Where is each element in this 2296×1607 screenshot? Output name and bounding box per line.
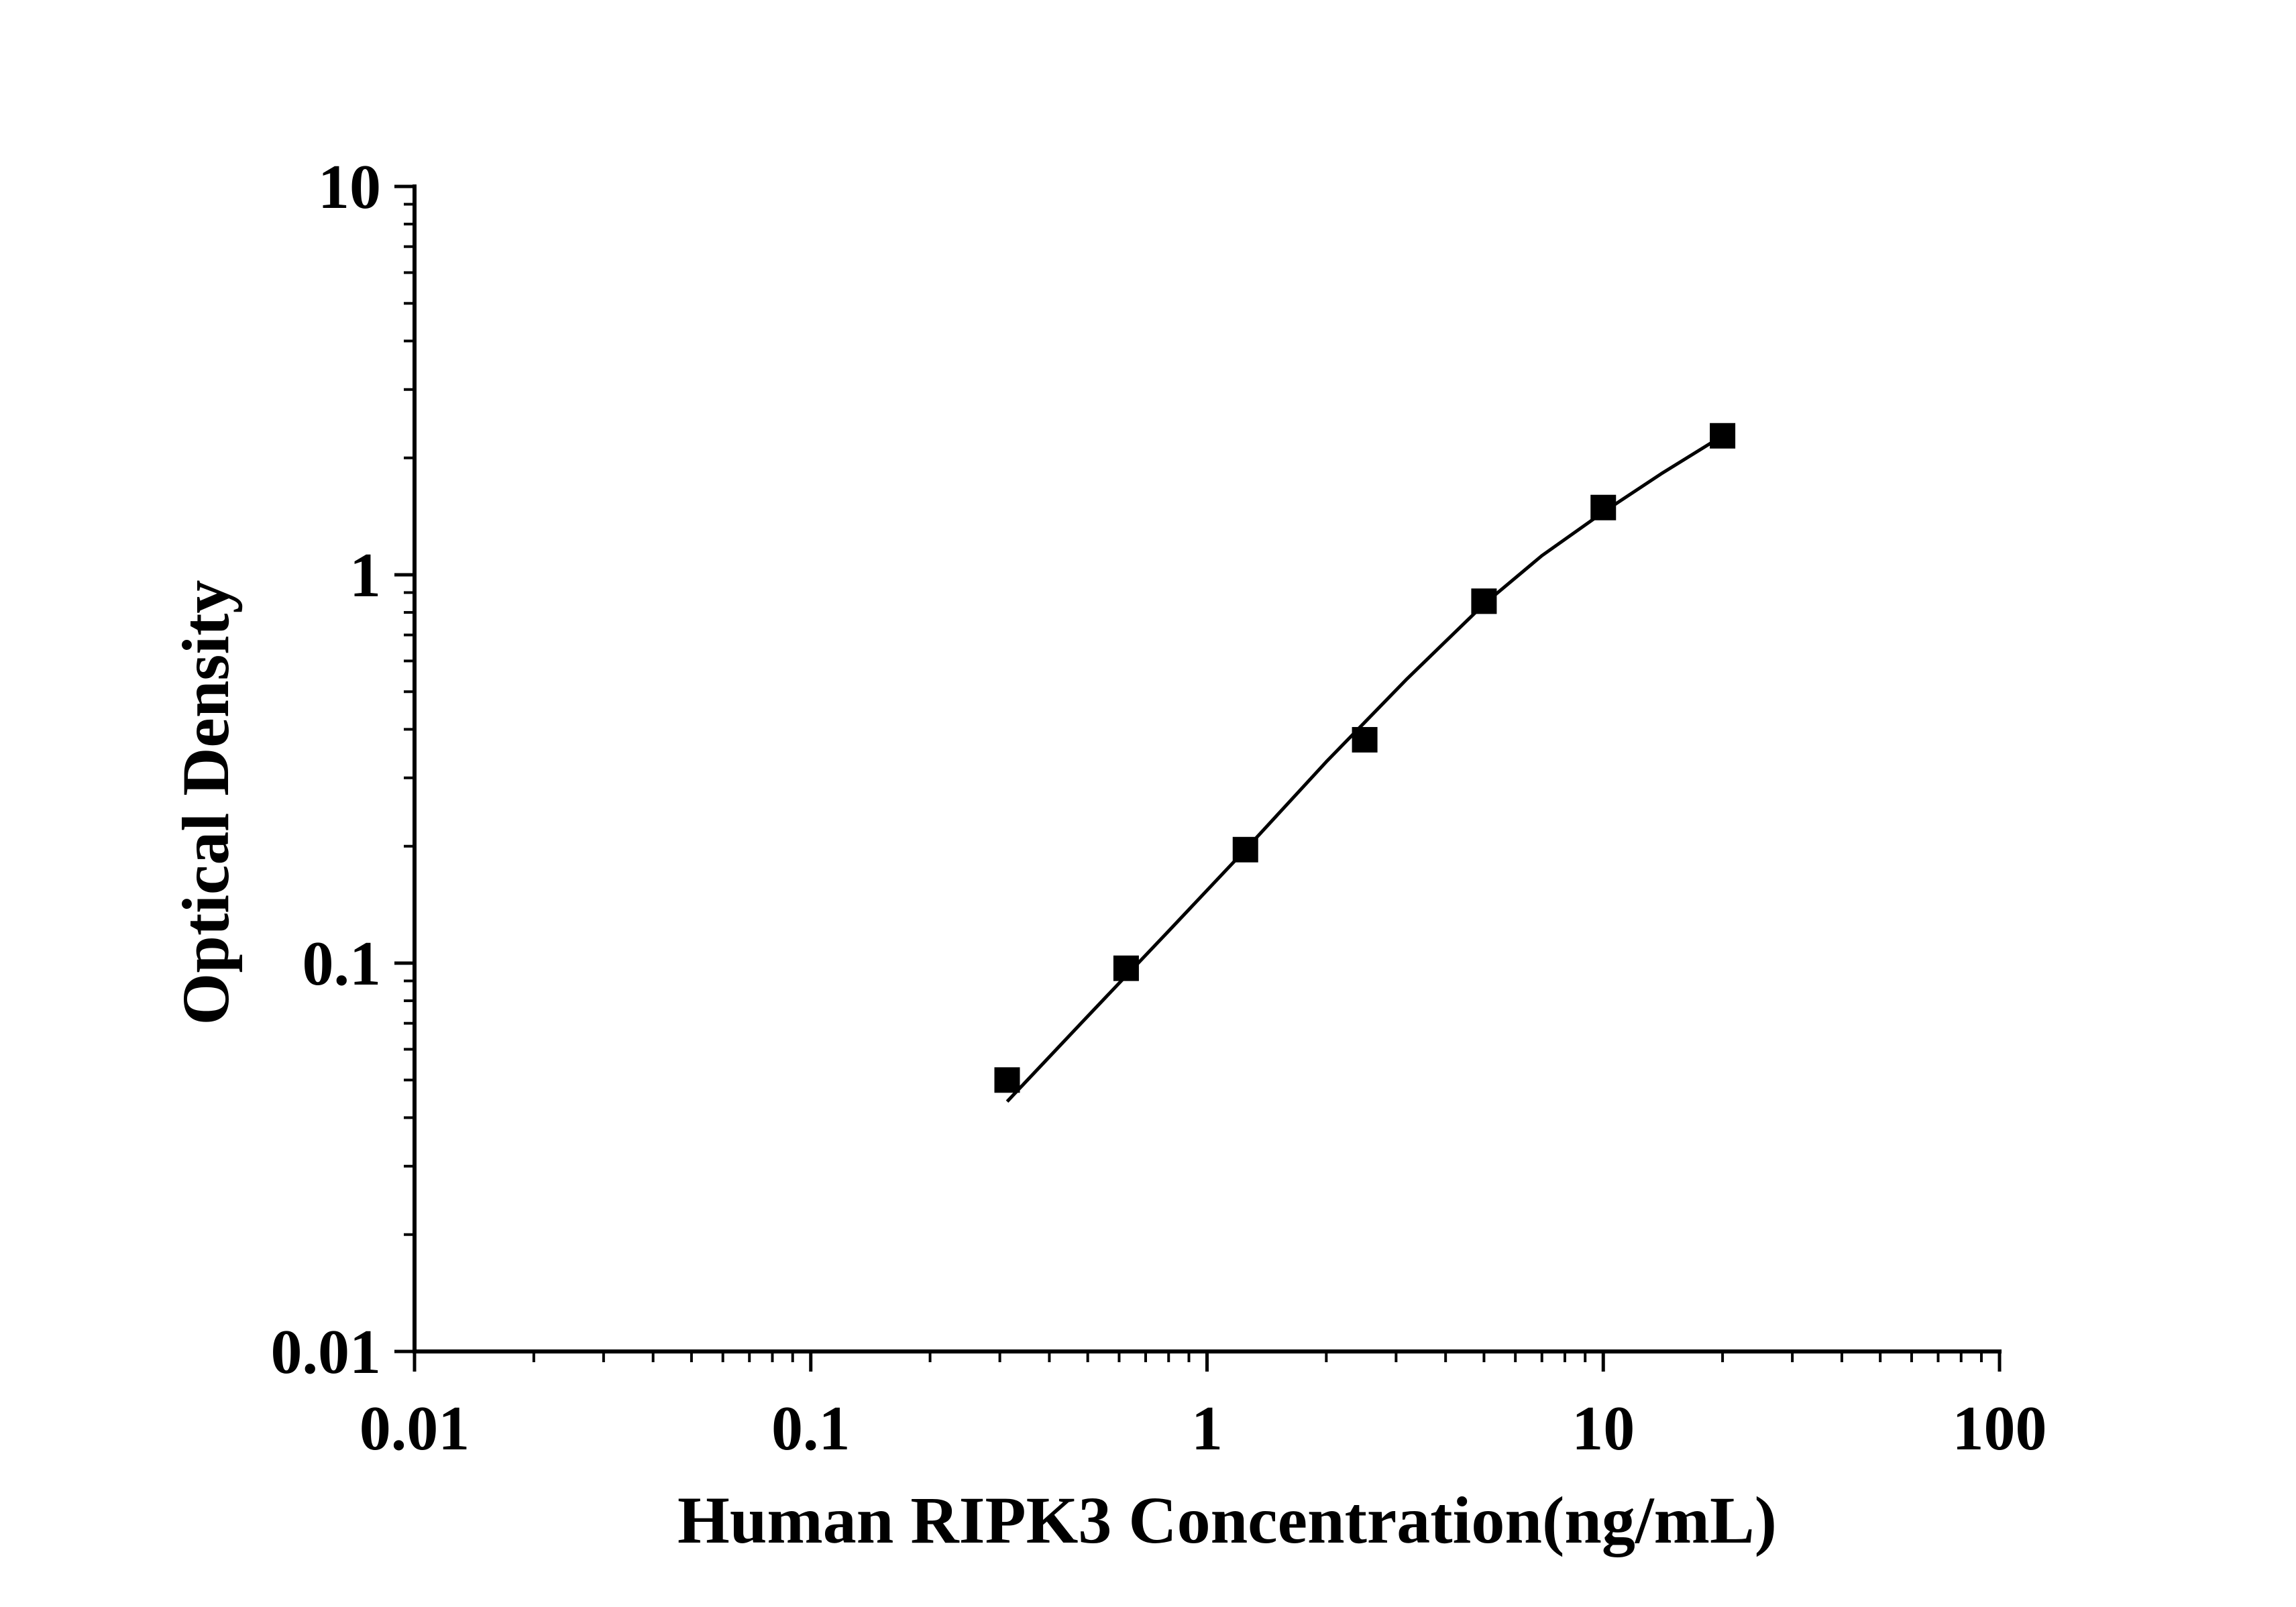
fit-curve <box>1005 434 1724 1103</box>
y-tick-label: 10 <box>318 152 381 222</box>
y-tick-label: 0.1 <box>303 929 382 999</box>
data-point <box>994 1067 1020 1093</box>
data-point <box>1710 423 1736 449</box>
y-tick-label: 0.01 <box>271 1317 382 1387</box>
data-point <box>1471 588 1497 614</box>
data-points <box>994 423 1736 1093</box>
x-tick-label: 0.01 <box>360 1394 470 1463</box>
x-axis-title: Human RIPK3 Concentration(ng/mL) <box>677 1483 1777 1557</box>
x-tick-label: 10 <box>1572 1394 1635 1463</box>
data-point <box>1232 836 1258 863</box>
y-tick-labels: 0.01 0.1 1 10 <box>271 152 382 1387</box>
x-tick-label: 100 <box>1953 1394 2047 1463</box>
x-tick-label: 0.1 <box>771 1394 851 1463</box>
data-point <box>1590 494 1617 520</box>
y-axis-title: Optical Density <box>168 580 243 1026</box>
data-point <box>1113 955 1139 981</box>
axes <box>413 184 2002 1353</box>
x-tick-label: 1 <box>1191 1394 1223 1463</box>
x-tick-labels: 0.01 0.1 1 10 100 <box>360 1394 2047 1463</box>
y-tick-label: 1 <box>349 541 381 610</box>
y-ticks <box>394 184 415 1353</box>
x-ticks <box>413 1351 2002 1372</box>
data-point <box>1352 726 1378 753</box>
fit-curve-group <box>1005 434 1724 1103</box>
